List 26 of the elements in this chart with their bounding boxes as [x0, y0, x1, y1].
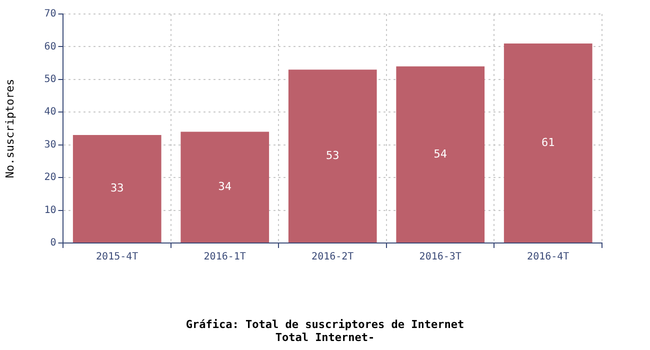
bar: [504, 43, 592, 242]
y-tick-label: 50: [44, 74, 56, 86]
y-tick-label: 60: [44, 41, 56, 52]
y-tick-label: 30: [44, 139, 56, 150]
text: Gráfica: Total de suscriptores de Internet: [184, 318, 466, 331]
x-tick-label: 2015-4T: [96, 252, 138, 263]
y-tick-label: 10: [44, 204, 56, 216]
y-tick-label: 20: [44, 172, 56, 184]
data-label: 53: [326, 148, 340, 162]
data-label: 54: [434, 147, 448, 160]
bar: [72, 135, 162, 242]
x-tick-label: 2016-1T: [204, 252, 246, 263]
text: Total Internet-: [274, 331, 376, 344]
x-tick-label: 2016-3T: [419, 252, 462, 263]
data-label: 34: [218, 180, 232, 193]
y-tick-label: 40: [44, 106, 56, 118]
y-tick-label: 0: [50, 238, 56, 249]
data-label: 61: [542, 136, 555, 149]
x-tick-label: 2016-2T: [312, 252, 354, 263]
y-axis-title: No.suscriptores: [3, 78, 16, 178]
data-label: 33: [110, 182, 124, 195]
y-tick-label: 70: [44, 8, 56, 20]
bar: [396, 66, 485, 242]
bar: [288, 70, 377, 242]
x-tick-label: 2016-4T: [527, 252, 570, 263]
bar: [180, 132, 270, 242]
